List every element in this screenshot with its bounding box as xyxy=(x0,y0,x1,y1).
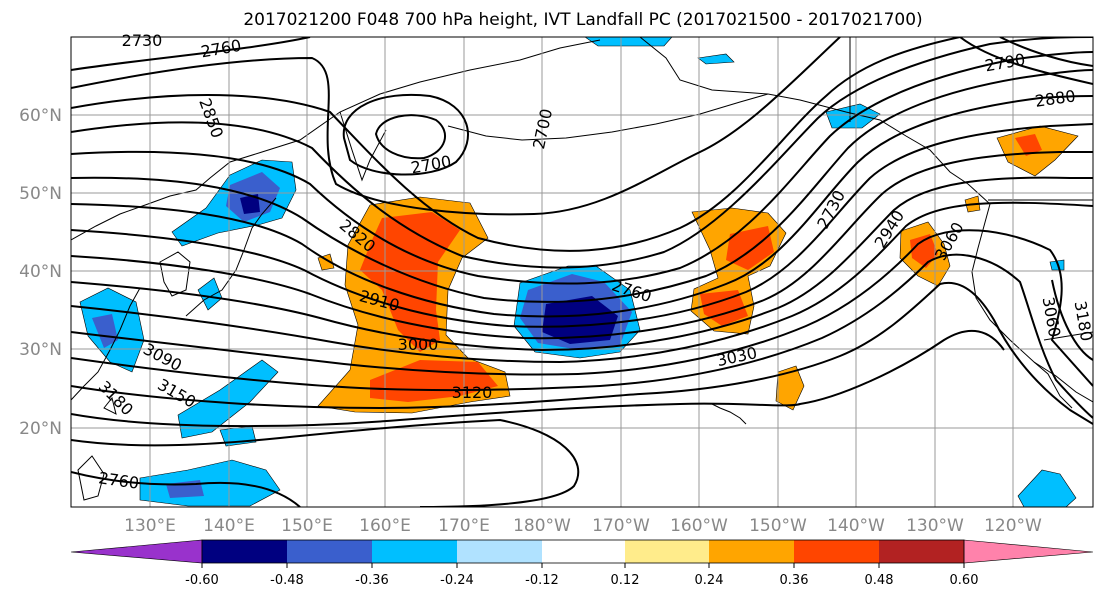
contour-label: 2730 xyxy=(122,31,163,50)
height-contour xyxy=(71,229,1093,387)
height-contour xyxy=(71,69,1093,303)
coastline-kamchatka xyxy=(339,111,387,182)
colorbar-segment xyxy=(372,540,457,563)
map-frame xyxy=(70,36,1094,508)
height-contour xyxy=(71,37,961,252)
height-contour xyxy=(71,281,1093,425)
colorbar-segment xyxy=(794,540,879,563)
colorbar-segment xyxy=(287,540,372,563)
colorbar-tick-label: 0.12 xyxy=(611,573,640,588)
negative-anomaly-region xyxy=(1017,469,1077,507)
lon-label: 160°W xyxy=(670,516,728,536)
coastline-taiwan xyxy=(103,396,117,415)
height-contour xyxy=(71,95,1093,318)
colorbar-segment xyxy=(542,540,583,563)
positive-anomaly-region xyxy=(370,360,498,402)
negative-anomaly-region xyxy=(697,53,735,65)
colorbar-segment xyxy=(457,540,542,563)
negative-anomaly-region xyxy=(240,194,260,214)
positive-anomaly-region xyxy=(775,365,805,411)
height-contour xyxy=(999,37,1093,67)
colorbar-segment xyxy=(625,540,709,563)
negative-anomaly-region xyxy=(584,37,673,47)
colorbar-tick-label: 0.48 xyxy=(865,573,894,588)
negative-anomaly-region xyxy=(92,314,118,348)
latitude-labels: 60°N 50°N 40°N 30°N 20°N xyxy=(19,106,62,439)
height-contour xyxy=(1051,279,1093,361)
lon-label: 130°E xyxy=(124,516,176,536)
colorbar-segment xyxy=(709,540,794,563)
coastline-aleutians xyxy=(447,93,769,141)
lat-label: 50°N xyxy=(19,184,62,204)
height-contour xyxy=(71,253,1093,419)
lon-label: 140°W xyxy=(827,516,885,536)
lat-label: 60°N xyxy=(19,106,62,126)
gridlines xyxy=(71,37,1093,507)
height-contour xyxy=(959,37,1093,85)
lon-label: 150°W xyxy=(749,516,807,536)
coastline-hawaii xyxy=(711,403,747,425)
height-contour xyxy=(71,471,301,507)
height-contour xyxy=(71,37,311,71)
colorbar-tick-label: 0.36 xyxy=(780,573,809,588)
contour-label: 3120 xyxy=(452,383,493,402)
lon-label: 120°W xyxy=(984,516,1042,536)
lat-label: 30°N xyxy=(19,340,62,360)
coastline-alaska xyxy=(639,37,991,205)
colorbar-frame xyxy=(201,539,965,564)
height-contour xyxy=(71,37,841,216)
coastline-japan xyxy=(185,197,277,317)
negative-anomaly-region xyxy=(1049,259,1065,271)
lon-label: 170°E xyxy=(438,516,490,536)
coastline-china xyxy=(71,287,141,401)
lat-label: 40°N xyxy=(19,262,62,282)
coastline-philippines xyxy=(77,455,105,501)
negative-anomaly-region xyxy=(542,296,618,344)
positive-anomaly-region xyxy=(1015,134,1042,156)
lon-label: 180°W xyxy=(513,516,571,536)
map-title: 2017021200 F048 700 hPa height, IVT Land… xyxy=(243,10,922,30)
lat-label: 20°N xyxy=(19,419,62,439)
colorbar-extend-low xyxy=(70,539,203,564)
contour-label: 3000 xyxy=(398,335,439,354)
colorbar-segment xyxy=(583,540,625,563)
lon-label: 170°W xyxy=(592,516,650,536)
longitude-labels: 130°E 140°E 150°E 160°E 170°E 180°W 170°… xyxy=(124,516,1042,536)
coastline-north-america xyxy=(971,203,1093,403)
colorbar-tick-labels: -0.60 -0.48 -0.36 -0.24 -0.12 0.12 0.24 … xyxy=(185,573,978,588)
lon-label: 150°E xyxy=(281,516,333,536)
height-contours xyxy=(71,37,1093,507)
coastline-korea xyxy=(159,251,191,297)
colorbar-tick-label: -0.36 xyxy=(355,573,389,588)
height-contour xyxy=(374,114,447,160)
colorbar-tick-label: -0.60 xyxy=(185,573,219,588)
colorbar: -0.60 -0.48 -0.36 -0.24 -0.12 0.12 0.24 … xyxy=(70,539,1094,588)
height-contour xyxy=(71,151,1093,340)
lon-label: 160°E xyxy=(359,516,411,536)
colorbar-extend-high xyxy=(963,539,1094,564)
lon-label: 130°W xyxy=(906,516,964,536)
colorbar-segment xyxy=(879,540,964,563)
height-contour xyxy=(71,176,1093,352)
colorbar-ticks xyxy=(201,563,965,568)
height-contour xyxy=(342,93,469,176)
coastline-baja xyxy=(1033,361,1073,409)
map-panel: 2730 2760 2790 2880 2850 2700 2700 2820 … xyxy=(19,31,1096,536)
height-contour xyxy=(71,418,580,507)
colorbar-segment xyxy=(202,540,287,563)
colorbar-tick-label: 0.60 xyxy=(950,573,979,588)
height-contour xyxy=(71,37,1093,269)
height-contour xyxy=(71,51,1093,285)
colorbar-tick-label: 0.24 xyxy=(695,573,724,588)
height-contour xyxy=(71,330,1005,428)
height-contour xyxy=(71,201,1093,364)
colorbar-tick-label: -0.24 xyxy=(440,573,474,588)
lon-label: 140°E xyxy=(203,516,255,536)
colorbar-tick-label: -0.48 xyxy=(270,573,304,588)
colorbar-tick-label: -0.12 xyxy=(525,573,559,588)
height-contour xyxy=(71,123,1093,328)
